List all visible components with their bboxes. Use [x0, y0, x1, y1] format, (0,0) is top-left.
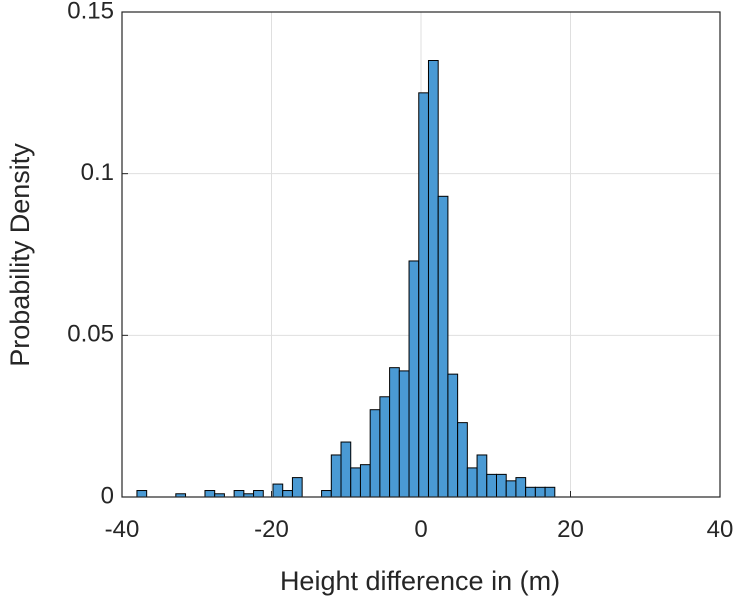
bar: [408, 260, 420, 498]
bar: [457, 422, 468, 498]
x-tick-label: -40: [105, 516, 140, 543]
bar: [427, 60, 439, 498]
y-axis-label: Probability Density: [5, 143, 35, 367]
bar: [525, 486, 536, 498]
bar: [330, 454, 342, 498]
bar: [466, 467, 478, 498]
bar: [544, 486, 556, 498]
bar: [389, 367, 400, 498]
bar: [350, 467, 361, 498]
y-tick-label: 0.1: [81, 159, 114, 186]
bar: [204, 490, 216, 498]
y-tick-label: 0.05: [67, 321, 114, 348]
plot-frame: [121, 11, 721, 498]
bar: [418, 92, 429, 498]
bar: [359, 464, 371, 498]
bar: [253, 490, 264, 498]
bar: [476, 454, 488, 498]
x-tick-label: 40: [707, 516, 734, 543]
y-tick-label: 0: [101, 482, 114, 509]
bar: [437, 195, 449, 498]
y-tick-label: 0.15: [67, 0, 114, 24]
bar: [282, 490, 293, 498]
x-axis-label: Height difference in (m): [280, 566, 560, 596]
bar: [495, 473, 507, 498]
bar: [505, 480, 517, 498]
bar: [486, 473, 497, 498]
bar: [534, 486, 546, 498]
bar: [321, 490, 332, 498]
bar: [291, 477, 303, 498]
bar: [515, 477, 527, 498]
bar: [272, 483, 284, 498]
x-tick-label: 20: [557, 516, 584, 543]
bar: [398, 370, 410, 498]
bar: [233, 490, 245, 498]
bar: [379, 396, 391, 498]
bar: [340, 441, 352, 498]
x-tick-label: -20: [254, 516, 289, 543]
bar: [369, 409, 381, 498]
bar: [447, 373, 459, 498]
x-tick-label: 0: [414, 516, 427, 543]
bar: [136, 490, 148, 498]
